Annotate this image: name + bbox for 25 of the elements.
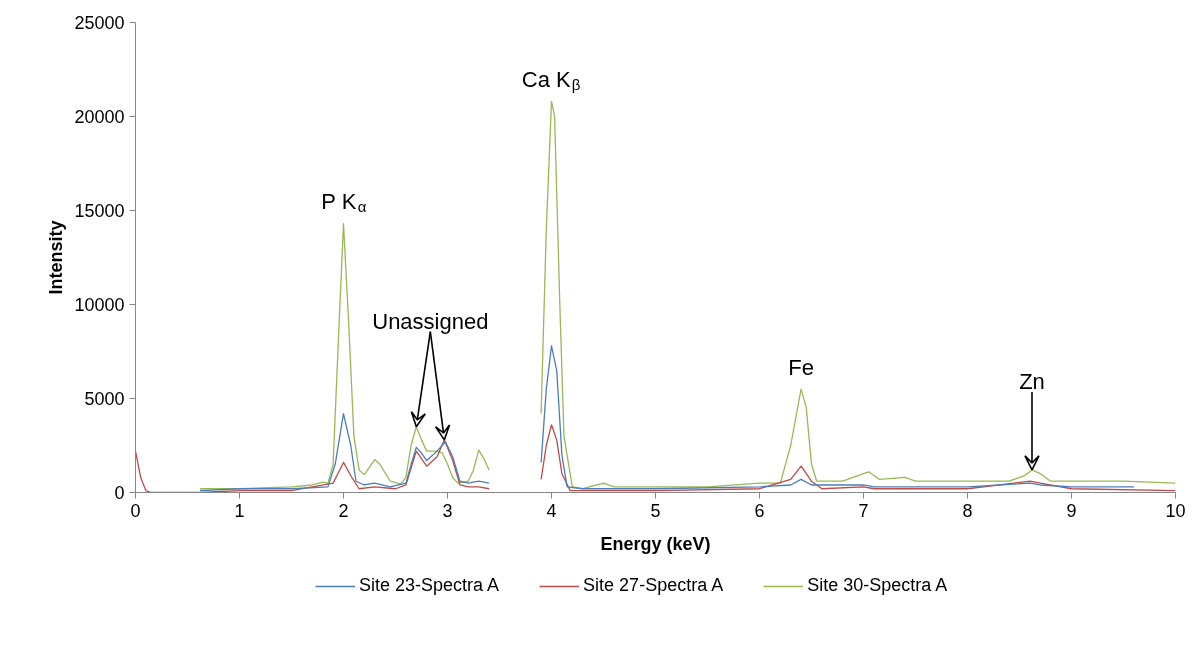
x-tick-label: 3	[442, 500, 453, 521]
y-axis-title: Intensity	[46, 220, 67, 295]
y-tick-label: 20000	[74, 107, 125, 127]
legend-label: Site 27-Spectra A	[583, 575, 724, 596]
legend-label: Site 23-Spectra A	[359, 575, 500, 596]
y-tick-label: 15000	[74, 201, 125, 221]
x-tick-label: 10	[1165, 500, 1186, 521]
annotation: Unassigned	[372, 309, 489, 335]
x-tick-label: 5	[650, 500, 661, 521]
y-tick-label: 5000	[84, 389, 125, 409]
x-tick-label: 2	[338, 500, 349, 521]
annotation: Fe	[788, 354, 814, 380]
y-tick-label: 0	[114, 483, 125, 503]
y-tick-label: 10000	[74, 295, 125, 315]
x-tick-label: 6	[754, 500, 765, 521]
x-tick-label: 0	[130, 500, 141, 521]
x-tick-label: 1	[234, 500, 245, 521]
x-tick-label: 7	[858, 500, 869, 521]
x-tick-label: 4	[546, 500, 557, 521]
x-axis-title: Energy (keV)	[600, 533, 711, 554]
annotation: Zn	[1019, 369, 1045, 395]
legend-label: Site 30-Spectra A	[807, 575, 948, 596]
y-tick-label: 25000	[74, 13, 125, 33]
x-tick-label: 9	[1066, 500, 1077, 521]
x-tick-label: 8	[962, 500, 973, 521]
